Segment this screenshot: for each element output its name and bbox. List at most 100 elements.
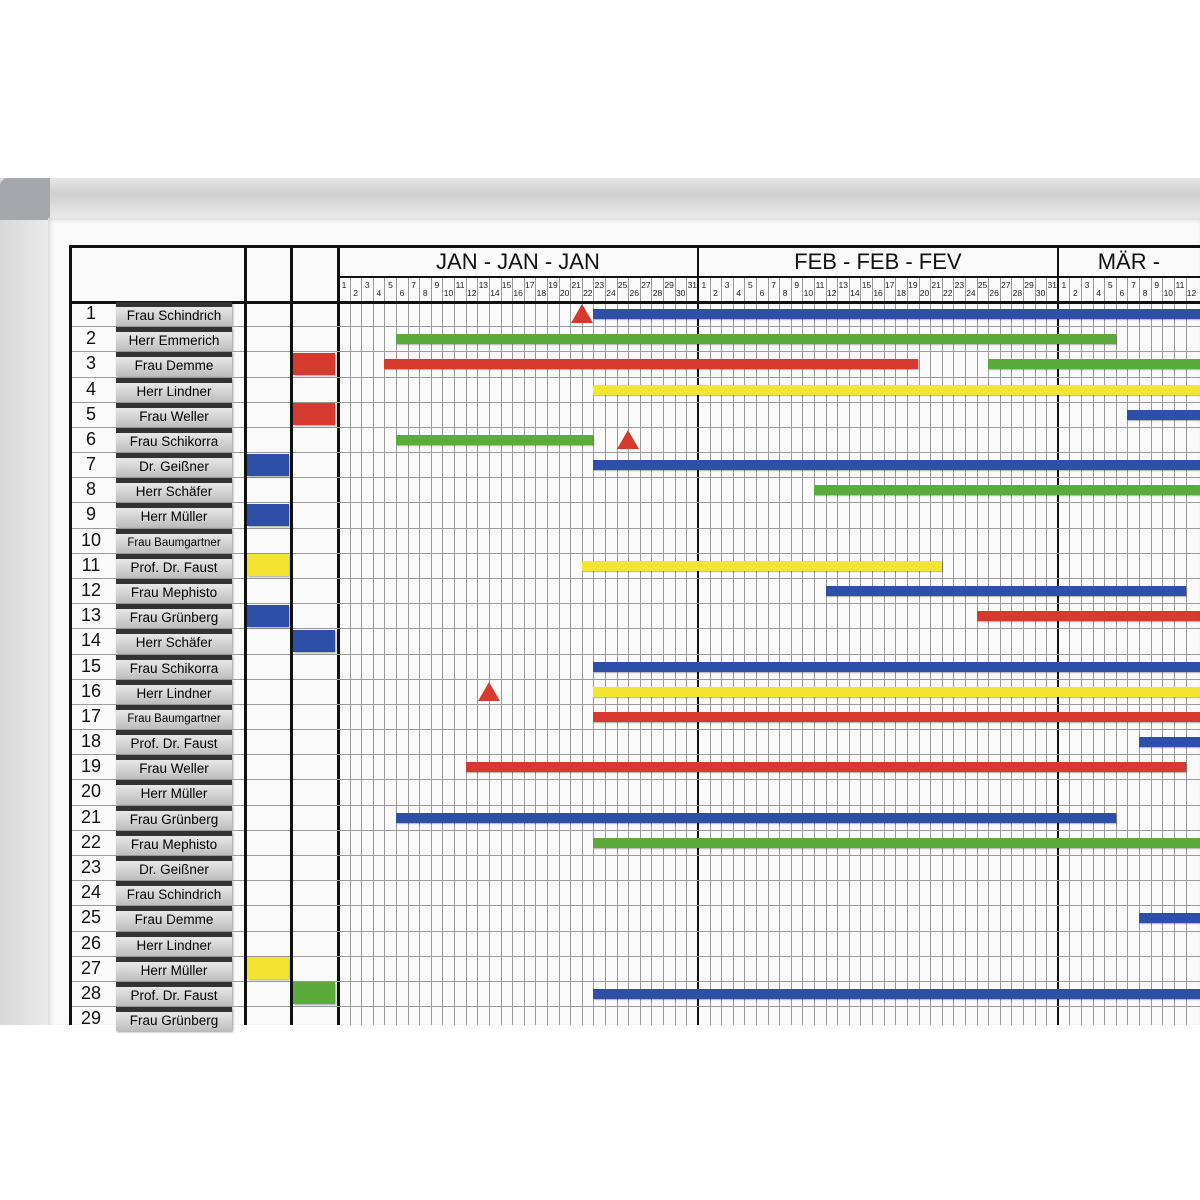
day-divider	[837, 277, 839, 1025]
name-label[interactable]: Frau Schikorra	[116, 427, 232, 452]
day-divider	[477, 277, 479, 1025]
magnet-bar-blue[interactable]	[593, 988, 1200, 999]
day-divider	[988, 277, 990, 1025]
triangle-marker[interactable]	[570, 304, 593, 323]
day-divider	[1081, 277, 1083, 1025]
day-number: 20	[919, 288, 930, 298]
name-label[interactable]: Prof. Dr. Faust	[116, 981, 232, 1006]
name-label[interactable]: Frau Grünberg	[116, 604, 232, 629]
day-divider	[488, 277, 490, 1025]
name-label[interactable]: Dr. Geißner	[116, 453, 232, 478]
magnet-bar-red[interactable]	[976, 611, 1200, 622]
magnet-marker-blue[interactable]	[247, 604, 289, 627]
name-label[interactable]: Frau Mephisto	[116, 830, 232, 855]
day-divider	[442, 277, 444, 1025]
name-label[interactable]: Frau Baumgartner	[116, 704, 232, 729]
magnet-bar-green[interactable]	[396, 334, 1116, 345]
row-divider	[70, 829, 1200, 831]
name-label[interactable]: Frau Schindrich	[116, 881, 232, 906]
magnet-marker-blue[interactable]	[247, 503, 289, 526]
magnet-bar-yellow[interactable]	[593, 384, 1200, 395]
day-number: 24	[606, 288, 616, 298]
magnet-bar-blue[interactable]	[1139, 737, 1200, 748]
name-label[interactable]: Herr Müller	[116, 956, 232, 981]
name-label[interactable]: Prof. Dr. Faust	[116, 553, 232, 578]
day-number: 28	[1012, 288, 1023, 298]
name-label[interactable]: Herr Müller	[116, 780, 232, 805]
name-label[interactable]: Frau Mephisto	[116, 578, 232, 603]
name-label[interactable]: Herr Lindner	[116, 931, 232, 956]
magnet-marker-yellow[interactable]	[247, 554, 289, 577]
day-number: 25	[977, 280, 988, 290]
name-label[interactable]: Frau Schindrich	[116, 302, 232, 326]
magnet-bar-blue[interactable]	[593, 309, 1200, 319]
magnet-bar-green[interactable]	[988, 359, 1200, 370]
name-label[interactable]: Prof. Dr. Faust	[116, 730, 232, 755]
row-number: 28	[80, 982, 102, 1003]
name-label[interactable]: Dr. Geißner	[116, 855, 232, 880]
day-divider	[616, 277, 618, 1025]
magnet-bar-blue[interactable]	[1139, 913, 1200, 924]
day-number: 15	[501, 280, 512, 290]
magnet-bar-blue[interactable]	[1127, 409, 1200, 420]
day-divider	[1046, 277, 1048, 1025]
magnet-bar-red[interactable]	[593, 711, 1200, 722]
name-label[interactable]: Frau Schikorra	[116, 654, 232, 679]
magnet-bar-green[interactable]	[396, 434, 594, 445]
name-label[interactable]: Frau Demme	[116, 352, 232, 377]
row-number: 3	[85, 353, 96, 374]
name-label[interactable]: Herr Schäfer	[116, 629, 232, 654]
magnet-marker-green[interactable]	[293, 982, 335, 1005]
magnet-bar-red[interactable]	[384, 359, 919, 370]
magnet-marker-red[interactable]	[293, 352, 335, 375]
day-number: 10	[1163, 288, 1174, 298]
row-number: 15	[80, 655, 102, 676]
triangle-marker[interactable]	[617, 429, 640, 449]
day-divider	[1011, 277, 1013, 1025]
magnet-marker-yellow[interactable]	[247, 957, 289, 980]
triangle-marker[interactable]	[477, 681, 500, 701]
day-number: 5	[747, 280, 753, 290]
magnet-bar-yellow[interactable]	[593, 686, 1200, 697]
name-label[interactable]: Herr Müller	[116, 503, 232, 528]
row-number: 22	[80, 831, 102, 852]
name-label[interactable]: Herr Schäfer	[116, 478, 232, 503]
day-number: 1	[701, 280, 707, 290]
name-label[interactable]: Herr Lindner	[116, 377, 232, 402]
day-number: 9	[794, 280, 800, 290]
name-label[interactable]: Frau Demme	[116, 906, 232, 931]
name-label[interactable]: Frau Grünberg	[116, 805, 232, 830]
day-divider	[976, 277, 978, 1025]
row-number: 29	[80, 1008, 102, 1029]
name-label[interactable]: Frau Weller	[116, 402, 232, 427]
board-frame-top	[0, 178, 1200, 218]
name-label[interactable]: Herr Lindner	[116, 679, 232, 704]
name-label[interactable]: Frau Weller	[116, 755, 232, 780]
row-divider	[70, 930, 1200, 932]
day-number: 30	[675, 288, 686, 298]
board-surface	[48, 218, 1200, 1025]
magnet-marker-blue[interactable]	[293, 629, 335, 652]
day-divider	[674, 277, 676, 1025]
day-number: 3	[1084, 280, 1090, 290]
day-divider	[953, 277, 955, 1025]
magnet-bar-blue[interactable]	[593, 460, 1200, 471]
magnet-bar-blue[interactable]	[396, 812, 1116, 823]
magnet-marker-blue[interactable]	[247, 453, 289, 476]
day-divider	[964, 277, 966, 1025]
name-label[interactable]: Frau Grünberg	[116, 1007, 232, 1032]
name-label[interactable]: Herr Emmerich	[116, 327, 232, 352]
name-label[interactable]: Frau Baumgartner	[116, 528, 232, 553]
magnet-bar-yellow[interactable]	[581, 560, 942, 571]
magnet-bar-red[interactable]	[465, 762, 1186, 773]
magnet-bar-green[interactable]	[814, 485, 1200, 496]
magnet-bar-blue[interactable]	[593, 661, 1200, 672]
row-divider	[70, 703, 1200, 705]
day-divider	[1092, 277, 1094, 1025]
magnet-bar-green[interactable]	[593, 837, 1200, 848]
row-divider	[70, 854, 1200, 856]
day-number: 31	[687, 280, 698, 290]
row-divider	[70, 804, 1200, 806]
magnet-bar-blue[interactable]	[825, 585, 1186, 596]
magnet-marker-red[interactable]	[293, 403, 335, 426]
